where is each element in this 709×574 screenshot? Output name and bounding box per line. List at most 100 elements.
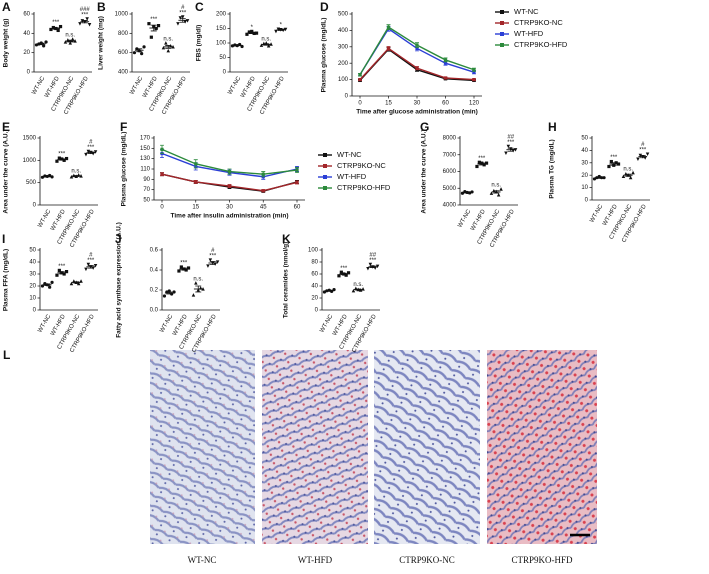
data-point [245,32,249,36]
significance-label: *** [507,140,515,146]
panel-letter: B [97,0,106,14]
error-bar [478,162,485,166]
error-bar [464,191,471,194]
data-point [194,180,198,184]
legend-label: WT-HFD [337,172,367,181]
data-point [194,281,198,285]
y-axis-label: Total ceramides (nmol/g) [283,242,290,318]
error-bar [180,267,187,271]
error-bar [179,17,186,23]
panel-letter: K [282,232,291,246]
data-point [64,270,69,274]
significance-label: *** [58,152,66,158]
data-point [261,189,265,193]
significance-label: *** [81,12,89,18]
y-tick-label: 800 [118,31,129,37]
data-point [78,22,82,26]
data-point [208,258,213,262]
data-point [337,274,341,278]
y-tick-label: 8000 [443,136,457,142]
x-tick-label: 30 [414,101,421,107]
significance-label: n.s. [491,183,501,189]
y-axis-label: Fatty acid synthase expression (A.U.) [116,222,123,338]
data-point [44,40,48,44]
y-tick-label: 0 [223,70,227,76]
y-tick-label: 500 [338,12,349,18]
y-tick-label: 0 [33,308,37,314]
panel-letter: D [320,0,329,14]
x-tick-label: WT-NC [159,313,174,334]
image-label: CTRP9KO-HFD [511,555,573,565]
panel-letter: G [420,120,429,134]
y-tick-label: 100 [338,77,349,83]
y-tick-label: 400 [118,70,129,76]
panel-letter: L [3,348,10,362]
data-point [358,78,362,82]
y-tick-label: 1500 [23,136,37,142]
y-tick-label: 40 [311,284,318,290]
data-point [142,45,146,49]
data-point [645,152,650,157]
x-tick-label: 0 [160,205,164,211]
y-tick-label: 40 [581,148,588,154]
y-tick-label: 50 [219,55,226,61]
data-point [496,193,501,197]
data-point [616,162,621,166]
x-tick-label: 60 [294,205,301,211]
data-point [176,22,180,26]
data-point [164,41,168,45]
legend-swatch [323,186,327,190]
data-point [166,48,171,53]
y-tick-label: 40 [29,260,36,266]
significance-label: n.s. [623,166,633,172]
error-bar [596,176,603,179]
data-point [368,262,373,267]
histology-image [487,350,597,544]
data-point [50,280,54,284]
error-bar [165,45,172,49]
y-tick-label: 130 [140,156,151,162]
histology-image [374,350,480,544]
data-point [386,25,391,29]
y-tick-label: 100 [308,248,319,254]
significance-label: n.s. [193,277,203,283]
data-point [295,180,299,185]
legend-label: WT-NC [337,150,362,159]
data-point [69,174,74,179]
legend-label: WT-HFD [514,29,544,38]
panel-letter: I [2,232,5,246]
y-axis-label: FBS (mg/dl) [196,25,203,61]
data-point [443,76,448,80]
error-bar [150,24,157,32]
y-tick-label: 50 [581,136,588,142]
data-point [154,26,158,31]
error-bar [507,147,514,152]
x-tick-label: WT-NC [319,313,334,334]
data-point [506,144,511,149]
data-point [266,43,271,48]
error-bar [52,27,59,30]
error-bar [248,31,255,34]
error-bar [38,42,45,46]
data-point [93,264,98,268]
data-point [84,152,88,157]
y-tick-label: 50 [29,248,36,254]
data-point [227,184,232,188]
y-axis-label: Area under the curve (A.U.) [421,129,428,213]
significance-label: *** [87,258,95,264]
y-tick-label: 10 [29,296,36,302]
data-point [628,175,633,180]
error-bar [195,285,202,293]
error-bar [44,283,51,287]
significance-label: *** [639,148,647,154]
significance-label: *** [58,264,66,270]
data-point [624,172,628,176]
significance-label: ### [80,7,91,13]
data-point [58,24,63,29]
y-tick-label: 0.0 [150,308,159,314]
legend-label: CTRP9KO-HFD [514,40,568,49]
data-point [274,29,278,34]
data-point [191,293,196,297]
data-point [283,27,288,32]
